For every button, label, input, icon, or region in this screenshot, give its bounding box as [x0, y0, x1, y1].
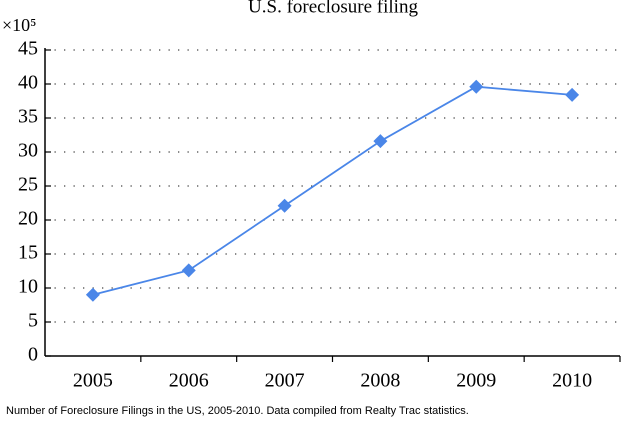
data-point [277, 198, 292, 213]
data-point [85, 287, 100, 302]
chart-title: U.S. foreclosure filing [248, 0, 418, 17]
y-tick-label: 40 [18, 72, 38, 94]
y-tick-label: 5 [28, 310, 38, 332]
caption: Number of Foreclosure Filings in the US,… [6, 405, 469, 417]
data-line [92, 85, 573, 296]
x-tick-label: 2008 [360, 370, 400, 392]
y-tick-label: 35 [18, 106, 38, 128]
x-tick-label: 2007 [265, 370, 305, 392]
y-tick-label: 15 [18, 242, 38, 264]
y-tick-label: 45 [18, 38, 38, 60]
y-tick-label: 10 [18, 276, 38, 298]
y-multiplier: ×10⁵ [2, 15, 36, 35]
x-tick-label: 2006 [169, 370, 209, 392]
y-tick-label: 25 [18, 174, 38, 196]
data-point [181, 263, 196, 278]
x-tick-label: 2009 [456, 370, 496, 392]
data-point [373, 134, 388, 149]
data-point [469, 79, 484, 94]
x-tick-label: 2010 [552, 370, 592, 392]
data-point [565, 87, 580, 102]
y-tick-label: 30 [18, 140, 38, 162]
y-tick-label: 0 [28, 344, 38, 366]
y-tick-label: 20 [18, 208, 38, 230]
x-tick-label: 2005 [73, 370, 113, 392]
